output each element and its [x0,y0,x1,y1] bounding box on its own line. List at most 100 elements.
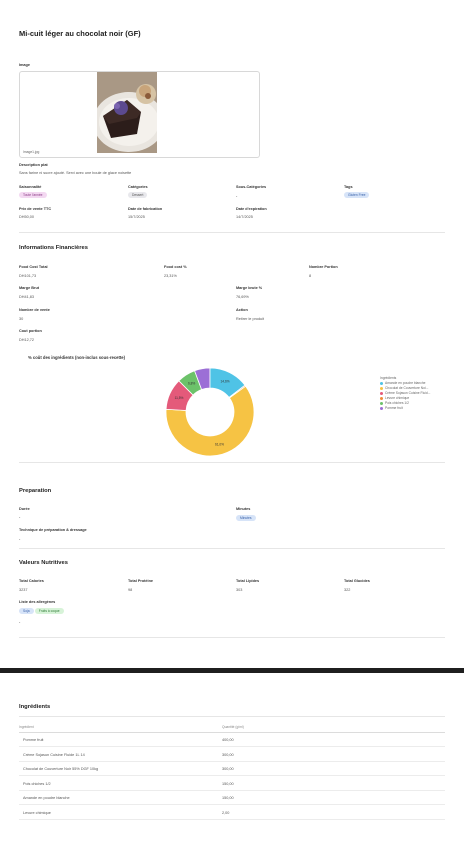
image-filename: Image1.jpg [23,150,40,154]
marge-brut-value: DH41,83 [19,295,34,299]
proteine-label: Total Protéine [128,579,154,583]
divider [19,548,445,549]
legend-item[interactable]: Pois chiches 1/2 [380,401,430,406]
table-header-divider [19,732,445,733]
ingredient-cost-donut-chart: 61,0% 11,5% 6,8% 14,6% [165,367,255,457]
legend-swatch [380,401,383,405]
sous-categories-label: Sous-Catégories [236,185,267,189]
proteine-value: 98 [128,588,133,592]
chart-legend: Ingrédients Amande en poudre blanche Choc… [380,376,430,411]
duree-label: Durée [19,507,30,511]
legend-swatch [380,386,383,390]
legend-swatch [380,406,383,410]
tags-label: Tags [344,185,353,189]
retirer-produit-link[interactable]: Retirer le produit [236,317,265,321]
marge-brut-label: Marge Brut [19,286,40,290]
date-fabrication-value: 15/7/2025 [128,215,145,219]
table-row[interactable]: Levure chimique 2,00 [19,807,445,820]
product-detail-page: Mi-cuit léger au chocolat noir (GF) Imag… [19,29,445,638]
sous-categories-value: - [236,194,238,198]
saisonnalite-label: Saisonnalité [19,185,42,189]
nutrition-section-title: Valeurs Nutritives [19,560,68,566]
divider [19,462,445,463]
calories-value: 3237 [19,588,28,592]
table-row[interactable]: Pomme fruit 400,00 [19,734,445,747]
donut-slice-label: 11,5% [175,396,184,400]
legend-item[interactable]: Levure chimique [380,396,430,401]
date-expiration-value: 14/7/2025 [236,215,253,219]
legend-item[interactable]: Amande en poudre blanche [380,381,430,386]
cout-portion-value: DH12,72 [19,338,34,342]
col-header-ingredient[interactable]: Ingrédient [19,725,34,729]
allergen-badge-soja: Soja [19,608,34,614]
saisonnalite-badge: Toute l'année [19,192,47,198]
glucides-value: 322 [344,588,351,592]
legend-label: Pomme fruit [385,406,403,410]
legend-item[interactable]: Chocolat de Couverture Noi... [380,386,430,391]
ingredient-quantity: 400,00 [222,738,234,742]
divider [19,637,445,638]
ingredient-name: Levure chimique [23,810,51,815]
legend-item[interactable]: Pomme fruit [380,406,430,411]
legend-label: Amande en poudre blanche [385,381,426,385]
prix-vente-value: DH50,00 [19,215,34,219]
nombre-portion-label: Nombre Portion [309,265,338,269]
action-label: Action [236,308,248,312]
nombre-vente-value: 30 [19,317,24,321]
legend-label: Pois chiches 1/2 [385,401,410,405]
donut-slice-label: 6,8% [188,381,195,385]
ingredient-name: Pois chiches 1/2 [23,781,51,786]
table-row[interactable]: Chocolat de Couverture Noir 55% DGF 10kg… [19,763,445,776]
donut-slice[interactable] [165,385,255,457]
legend-label: Levure chimique [385,396,410,400]
divider [19,232,445,233]
legend-swatch [380,381,383,385]
divider [19,716,445,717]
technique-label: Technique de préparation & dressage [19,528,87,532]
ingredient-name: Chocolat de Couverture Noir 55% DGF 10kg [23,767,99,771]
legend-item[interactable]: Crème Sojasun Cuisine Fluid... [380,391,430,396]
nombre-portion-value: 8 [309,274,312,278]
ingredient-quantity: 300,00 [222,752,234,757]
categories-label: Catégories [128,185,148,189]
allergen-badge-fruits-a-coque: Fruits à coque [34,608,64,614]
minutes-label: Minutes [236,507,251,511]
image-preview[interactable]: Image1.jpg [19,71,260,158]
minutes-badge: Minutes [236,515,256,521]
donut-slice[interactable] [228,384,247,399]
lipides-label: Total Lipides [236,579,260,583]
table-row[interactable]: Pois chiches 1/2 150,00 [19,778,445,791]
technique-value: - [19,537,21,541]
finance-section-title: Informations Financières [19,245,88,251]
date-expiration-label: Date d'expiration [236,207,267,211]
legend-title: Ingrédients [380,376,397,380]
food-cost-pct-label: Food cost % [164,265,187,269]
nombre-vente-label: Nombre de vente [19,308,50,312]
nutrition-extra-value: - [19,620,21,624]
description-text: Sans farine ni sucre ajouté. Servi avec … [19,171,132,175]
col-header-quantite[interactable]: Quantité (g/ml) [222,725,244,729]
duree-value: - [19,515,21,519]
ingredient-quantity: 150,00 [222,796,234,800]
ingredient-quantity: 2,00 [222,810,230,815]
ingredients-panel: Ingrédients Ingrédient Quantité (g/ml) P… [0,673,464,841]
donut-slice-label: 61,0% [215,443,224,447]
prix-vente-label: Prix de vente TTC [19,207,52,211]
ingredient-name: Crème Sojasun Cuisine Fluide 1L 14 [23,752,85,757]
marge-brute-pct-value: 76,69% [236,295,249,299]
lipides-value: 303 [236,588,243,592]
cout-portion-label: Cout portion [19,329,42,333]
tags-badge: Gluten Free [344,192,370,198]
categories-badge: Dessert [128,192,148,198]
table-row[interactable]: Crème Sojasun Cuisine Fluide 1L 14 300,00 [19,749,445,762]
marge-brute-pct-label: Marge brute % [236,286,263,290]
chart-title: % coût des ingrédients (non-inclus sous-… [28,355,126,360]
allergenes-label: Liste des allergènes [19,600,56,604]
table-row[interactable]: Amande en poudre blanche 150,00 [19,792,445,805]
date-fabrication-label: Date de fabrication [128,207,163,211]
image-label: Image [19,63,30,67]
glucides-label: Total Glucides [344,579,370,583]
legend-swatch [380,391,383,395]
preparation-section-title: Preparation [19,488,52,494]
food-cost-total-value: DH101,73 [19,274,37,278]
